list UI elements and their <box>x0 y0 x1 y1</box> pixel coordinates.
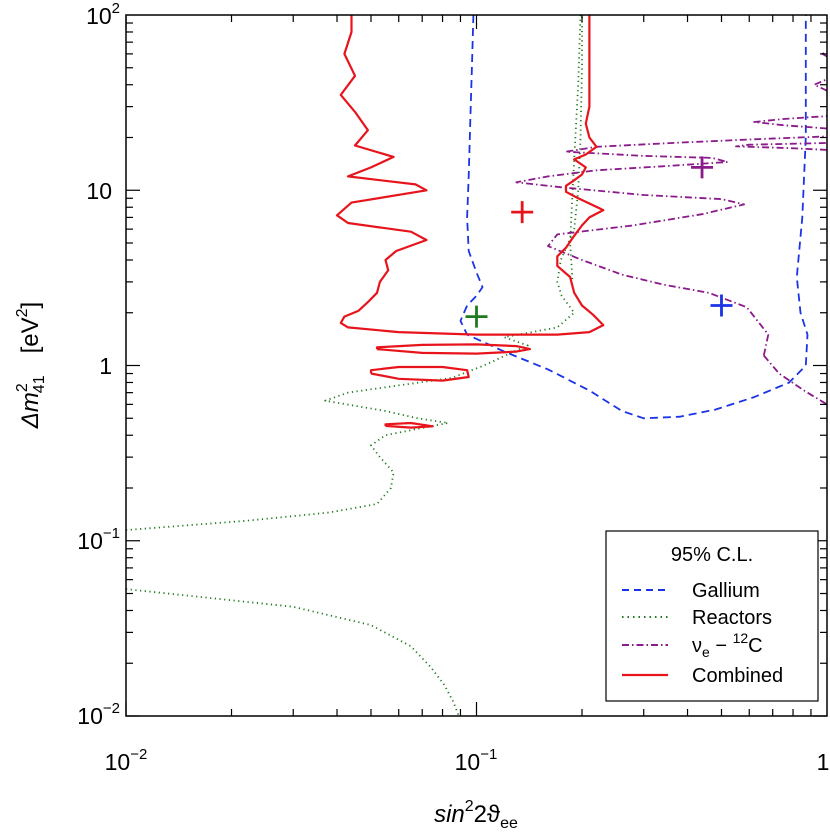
x-tick-label-1: 1 <box>817 749 830 775</box>
best-fit-marker-combined <box>511 201 534 224</box>
axis-ticks <box>125 15 827 717</box>
x-tick-label-1e-2: 10−2 <box>105 746 148 775</box>
curve-gallium-0 <box>459 15 809 420</box>
y-tick-label-1e-2: 10−2 <box>77 700 120 729</box>
curve-reactors-2 <box>569 15 582 282</box>
data-curves <box>126 15 827 716</box>
y-tick-label-1e-1: 10−1 <box>77 525 120 554</box>
curve-nu-e-12c-3 <box>753 115 827 130</box>
best-fit-marker-nu-e-12c <box>691 156 714 179</box>
legend-label-nue-c12: νe − 12C <box>692 630 763 660</box>
legend-label-gallium: Gallium <box>692 580 760 602</box>
x-axis-label: sin22ϑee <box>434 798 518 832</box>
legend-label-reactors: Reactors <box>692 607 772 629</box>
y-tick-label-10: 10 <box>86 178 112 204</box>
curve-nu-e-12c-0 <box>763 354 827 406</box>
legend: 95% C.L. Gallium Reactors νe − 12C Combi… <box>605 530 819 702</box>
curve-reactors-1 <box>126 588 460 716</box>
best-fit-marker-reactors <box>465 305 488 328</box>
curve-reactors-0 <box>126 15 583 531</box>
curve-nu-e-12c-1 <box>515 135 827 356</box>
best-fit-markers <box>465 156 733 328</box>
legend-label-combined: Combined <box>692 665 783 687</box>
y-tick-label-1: 1 <box>99 353 112 379</box>
y-tick-label-1e2: 102 <box>86 0 120 29</box>
curve-nu-e-12c-4 <box>813 78 827 92</box>
curve-nu-e-12c-2 <box>735 142 827 151</box>
curve-combined-2 <box>369 365 470 382</box>
curve-combined-0 <box>335 15 605 336</box>
best-fit-marker-gallium <box>710 294 733 317</box>
legend-box <box>605 530 819 702</box>
y-axis-label: Δm241[eV2] <box>14 302 48 429</box>
legend-title: 95% C.L. <box>671 544 753 566</box>
curve-combined-1 <box>375 343 531 355</box>
x-tick-label-1e-1: 10−1 <box>455 746 498 775</box>
curve-combined-3 <box>384 421 434 429</box>
